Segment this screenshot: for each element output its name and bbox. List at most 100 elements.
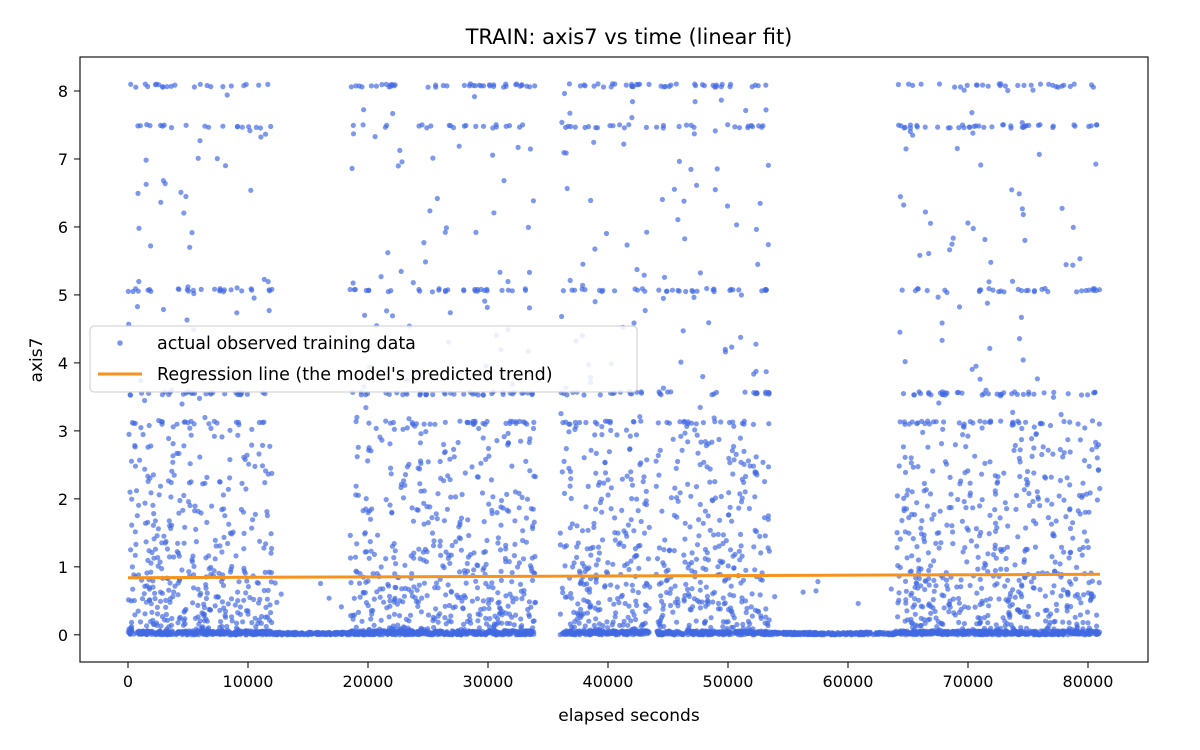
data-point: [909, 553, 915, 559]
data-point: [128, 458, 135, 464]
data-point: [516, 490, 522, 496]
data-point: [654, 124, 660, 130]
data-point: [1009, 278, 1016, 284]
data-point: [368, 83, 374, 89]
data-point: [608, 427, 614, 433]
data-point: [921, 617, 927, 623]
data-point: [910, 536, 916, 542]
data-point: [755, 83, 761, 89]
data-point: [566, 465, 572, 471]
data-point: [211, 433, 217, 439]
data-point: [1010, 625, 1016, 631]
data-point: [480, 435, 486, 441]
data-point: [633, 432, 640, 438]
data-point: [390, 110, 396, 117]
data-point: [736, 287, 742, 293]
data-point: [1017, 473, 1023, 480]
data-point: [368, 616, 374, 622]
data-point: [396, 613, 403, 619]
y-tick-label: 5: [58, 286, 68, 305]
y-tick-label: 8: [58, 82, 68, 101]
data-point: [1001, 289, 1007, 295]
data-point: [1093, 161, 1099, 167]
data-point: [584, 581, 590, 587]
data-point: [167, 523, 173, 529]
data-point: [219, 599, 225, 605]
data-point: [758, 550, 764, 556]
data-point: [461, 621, 467, 628]
data-point: [697, 404, 703, 410]
data-point: [510, 599, 516, 605]
data-point: [1003, 597, 1009, 603]
data-point: [753, 341, 759, 347]
data-point: [725, 122, 731, 128]
data-point: [391, 611, 398, 617]
data-point: [1033, 431, 1039, 437]
data-point: [770, 630, 776, 637]
data-point: [657, 620, 663, 626]
data-point: [779, 630, 785, 636]
data-point: [528, 604, 534, 610]
data-point: [129, 420, 135, 426]
data-point: [944, 522, 950, 528]
data-point: [1078, 392, 1085, 398]
data-point: [615, 530, 621, 536]
data-point: [926, 602, 932, 608]
data-point: [378, 564, 384, 570]
data-point: [987, 596, 994, 602]
data-point: [212, 537, 218, 543]
data-point: [662, 631, 668, 637]
data-point: [446, 618, 452, 624]
data-point: [911, 602, 918, 608]
data-point: [697, 579, 704, 585]
data-point: [977, 376, 983, 382]
data-point: [465, 517, 471, 523]
data-point: [155, 526, 161, 532]
data-point: [417, 440, 423, 446]
data-point: [373, 425, 379, 431]
data-point: [753, 454, 759, 460]
data-point: [968, 538, 975, 544]
data-point: [392, 82, 398, 88]
data-point: [136, 278, 142, 285]
data-point: [192, 503, 198, 509]
data-point: [356, 83, 362, 89]
data-point: [682, 592, 688, 599]
data-point: [588, 197, 594, 204]
data-point: [566, 429, 572, 435]
data-point: [602, 584, 608, 590]
data-point: [519, 596, 525, 602]
data-point: [605, 625, 611, 631]
data-point: [926, 567, 932, 574]
data-point: [202, 618, 208, 624]
data-point: [443, 592, 449, 598]
data-point: [557, 611, 564, 617]
data-point: [357, 594, 363, 600]
data-point: [571, 560, 577, 566]
data-point: [935, 294, 941, 300]
data-point: [656, 472, 662, 478]
data-point: [366, 445, 372, 451]
data-point: [482, 298, 488, 304]
data-point: [1000, 615, 1006, 621]
data-point: [484, 418, 490, 425]
data-point: [442, 391, 448, 397]
data-point: [988, 259, 994, 265]
data-point: [428, 123, 434, 129]
data-point: [560, 590, 566, 596]
data-point: [993, 622, 999, 628]
data-point: [685, 421, 691, 427]
data-point: [941, 419, 947, 425]
data-point: [501, 629, 507, 635]
data-point: [644, 581, 650, 588]
data-point: [241, 83, 247, 89]
data-point: [241, 565, 247, 572]
data-point: [217, 543, 223, 549]
data-point: [608, 485, 615, 491]
data-point: [434, 195, 440, 202]
data-point: [393, 561, 399, 567]
data-point: [179, 567, 185, 573]
data-point: [698, 439, 704, 445]
data-point: [680, 328, 686, 334]
